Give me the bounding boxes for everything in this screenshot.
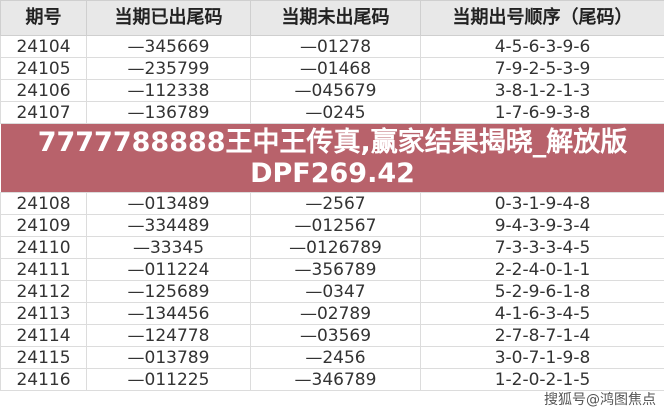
table-cell: 24116 — [1, 369, 87, 391]
table-cell: —33345 — [87, 237, 251, 259]
table-cell: 24111 — [1, 259, 87, 281]
table-cell: —013489 — [87, 193, 251, 215]
table-cell: —011225 — [87, 369, 251, 391]
table-cell: —0245 — [251, 102, 421, 124]
table-cell: —134456 — [87, 303, 251, 325]
table-cell: —334489 — [87, 215, 251, 237]
table-cell: 24108 — [1, 193, 87, 215]
table-cell: —03569 — [251, 325, 421, 347]
table-cell: 4-5-6-3-9-6 — [421, 36, 664, 58]
table-cell: —346789 — [251, 369, 421, 391]
watermark: 搜狐号@鸿图焦点 — [0, 391, 664, 410]
table-cell: 24113 — [1, 303, 87, 325]
header-cell: 当期已出尾码 — [87, 1, 251, 36]
table-cell: —345669 — [87, 36, 251, 58]
table-cell: —01278 — [251, 36, 421, 58]
header-cell: 当期未出尾码 — [251, 1, 421, 36]
lottery-table: 期号 当期已出尾码 当期未出尾码 当期出号顺序（尾码） 24104—345669… — [0, 0, 664, 391]
table-cell: —0126789 — [251, 237, 421, 259]
table-cell: —112338 — [87, 80, 251, 102]
header-row: 期号 当期已出尾码 当期未出尾码 当期出号顺序（尾码） — [1, 1, 664, 36]
table-cell: 24115 — [1, 347, 87, 369]
table-cell: 24107 — [1, 102, 87, 124]
table-cell: —136789 — [87, 102, 251, 124]
table-cell: —01468 — [251, 58, 421, 80]
table-cell: 3-0-7-1-9-8 — [421, 347, 664, 369]
banner-cell: 7777788888王中王传真,赢家结果揭晓_解放版DPF269.42 — [1, 124, 664, 193]
table-cell: 3-8-1-2-1-3 — [421, 80, 664, 102]
table-cell: —0347 — [251, 281, 421, 303]
table-cell: —013789 — [87, 347, 251, 369]
table-cell: 24104 — [1, 36, 87, 58]
title-banner: 7777788888王中王传真,赢家结果揭晓_解放版DPF269.42 — [1, 124, 664, 193]
banner-text: 7777788888王中王传真,赢家结果揭晓_解放版DPF269.42 — [11, 127, 655, 189]
table-cell: 24114 — [1, 325, 87, 347]
table-cell: —235799 — [87, 58, 251, 80]
table-cell: 9-4-3-9-3-4 — [421, 215, 664, 237]
table-cell: 24109 — [1, 215, 87, 237]
header-cell: 期号 — [1, 1, 87, 36]
table-cell: 1-7-6-9-3-8 — [421, 102, 664, 124]
table-cell: 5-2-9-6-1-8 — [421, 281, 664, 303]
table-cell: 24112 — [1, 281, 87, 303]
table-cell: —011224 — [87, 259, 251, 281]
table-cell: 7-9-2-5-3-9 — [421, 58, 664, 80]
table-cell: 24105 — [1, 58, 87, 80]
table-cell: —124778 — [87, 325, 251, 347]
table-cell: 2-2-4-0-1-1 — [421, 259, 664, 281]
table-cell: 4-1-6-3-4-5 — [421, 303, 664, 325]
table-cell: 24106 — [1, 80, 87, 102]
table-cell: 7-3-3-3-4-5 — [421, 237, 664, 259]
table-cell: 24110 — [1, 237, 87, 259]
table-cell: —2456 — [251, 347, 421, 369]
table-cell: —125689 — [87, 281, 251, 303]
table-cell: —02789 — [251, 303, 421, 325]
header-cell: 当期出号顺序（尾码） — [421, 1, 664, 36]
table-cell: —045679 — [251, 80, 421, 102]
table-cell: —2567 — [251, 193, 421, 215]
table-cell: 0-3-1-9-4-8 — [421, 193, 664, 215]
table-cell: —012567 — [251, 215, 421, 237]
table-cell: 1-2-0-2-1-5 — [421, 369, 664, 391]
table-cell: 2-7-8-7-1-4 — [421, 325, 664, 347]
table-cell: —356789 — [251, 259, 421, 281]
